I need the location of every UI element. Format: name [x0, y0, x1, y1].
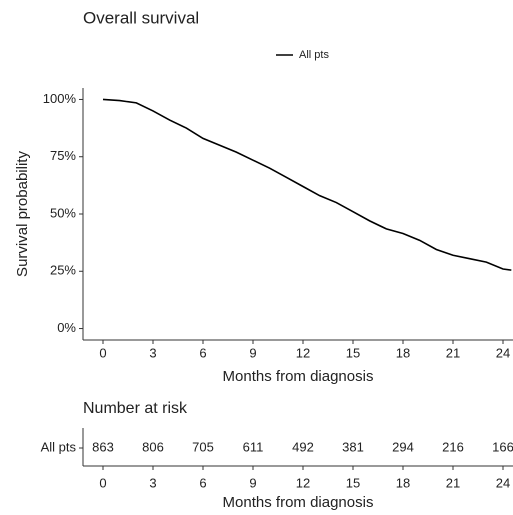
- table-x-tick-label: 3: [149, 475, 156, 490]
- chart-title: Overall survival: [83, 8, 199, 27]
- x-tick-label: 24: [496, 345, 510, 360]
- y-axis-label: Survival probability: [14, 151, 31, 277]
- x-tick-label: 9: [249, 345, 256, 360]
- risk-count: 806: [142, 439, 164, 454]
- risk-count: 381: [342, 439, 364, 454]
- row-label: All pts: [41, 439, 77, 454]
- risk-count: 492: [292, 439, 314, 454]
- y-tick-label: 75%: [50, 148, 76, 163]
- x-tick-label: 21: [446, 345, 460, 360]
- y-tick-label: 100%: [43, 91, 77, 106]
- survival-curve: [102, 98, 512, 271]
- risk-count: 863: [92, 439, 114, 454]
- x-tick-label: 15: [346, 345, 360, 360]
- x-tick-label: 3: [149, 345, 156, 360]
- risk-count: 611: [243, 439, 264, 454]
- table-x-tick-label: 6: [199, 475, 206, 490]
- x-axis-label: Months from diagnosis: [223, 368, 374, 385]
- risk-count: 705: [192, 439, 214, 454]
- table-x-tick-label: 12: [296, 475, 310, 490]
- x-tick-label: 0: [99, 345, 106, 360]
- table-x-tick-label: 21: [446, 475, 460, 490]
- table-x-tick-label: 0: [99, 475, 106, 490]
- legend-label: All pts: [299, 49, 329, 61]
- risk-count: 216: [442, 439, 464, 454]
- table-x-tick-label: 9: [249, 475, 256, 490]
- risk-count: 166: [492, 439, 513, 454]
- y-tick-label: 50%: [50, 205, 76, 220]
- x-tick-label: 6: [199, 345, 206, 360]
- y-tick-label: 25%: [50, 263, 76, 278]
- x-tick-label: 12: [296, 345, 310, 360]
- y-tick-label: 0%: [57, 320, 76, 335]
- risk-count: 294: [392, 439, 414, 454]
- x-tick-label: 18: [396, 345, 410, 360]
- table-x-tick-label: 15: [346, 475, 360, 490]
- table-title: Number at risk: [83, 400, 188, 417]
- table-x-tick-label: 18: [396, 475, 410, 490]
- table-x-tick-label: 24: [496, 475, 510, 490]
- table-x-axis-label: Months from diagnosis: [223, 494, 374, 511]
